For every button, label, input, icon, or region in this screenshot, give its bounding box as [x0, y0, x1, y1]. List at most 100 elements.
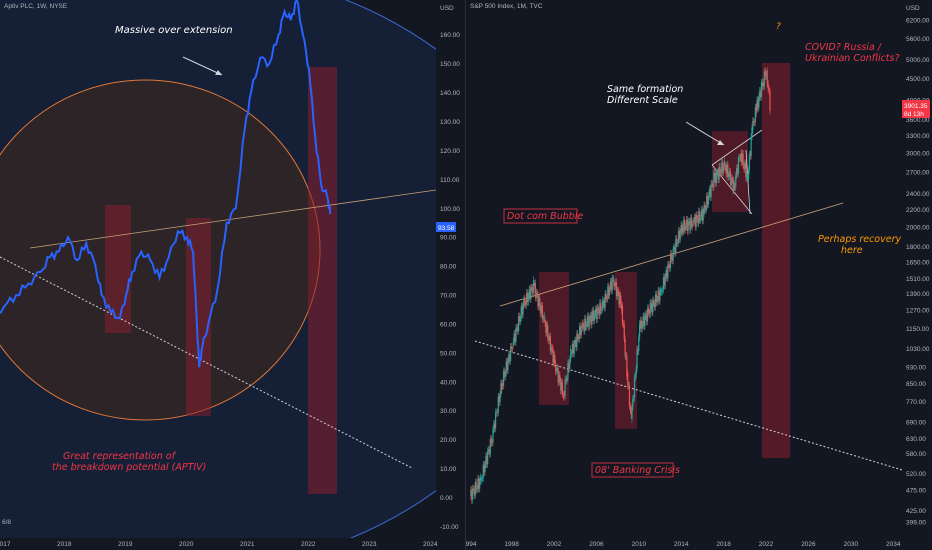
candle-body: [599, 302, 601, 316]
candle-body: [528, 289, 530, 297]
x-tick-label: 2006: [589, 541, 604, 548]
left-price-axis[interactable]: -10.00 0.00 10.00 20.00 30.00 40.00 50.00 60.00…: [440, 32, 460, 531]
candle-body: [562, 394, 564, 398]
aptiv-chart-pane[interactable]: -10.00 0.00 10.00 20.00 30.00 40.00 50.00 60.00…: [0, 0, 466, 550]
candle-body: [642, 316, 644, 325]
formation-line-upper[interactable]: [711, 129, 763, 166]
question-annotation[interactable]: ?: [776, 22, 781, 32]
candle-body: [527, 296, 529, 303]
candle-body: [620, 304, 623, 311]
candle-body: [579, 326, 582, 335]
red-zone-box-2020[interactable]: [186, 218, 211, 416]
spx-chart-pane[interactable]: 399.00 425.00 475.00 520.00 580.00 630.00 690.…: [466, 0, 932, 550]
candle-body: [510, 346, 512, 362]
same-formation-line1[interactable]: Same formation: [607, 84, 683, 95]
candle-body: [626, 355, 628, 377]
candle-body: [645, 314, 647, 317]
candle-body: [707, 196, 709, 205]
recovery-annotation-line2[interactable]: here: [841, 245, 863, 256]
support-trendline-dotted[interactable]: [0, 256, 413, 469]
pane-divider[interactable]: [465, 0, 466, 550]
candle-body: [669, 253, 672, 269]
candle-body: [722, 166, 725, 173]
candle-body: [576, 333, 578, 348]
x-tick-label: 2019: [118, 541, 133, 548]
y-tick-label: 10.00: [440, 466, 457, 473]
left-time-axis[interactable]: 2017 2018 2019 2020 2021 2022 2023 2024: [0, 541, 438, 548]
y-tick-label: 110.00: [440, 177, 460, 184]
y-tick-label: 850.00: [906, 381, 926, 388]
y-tick-label: 399.00: [906, 520, 926, 527]
covid-annotation-line2[interactable]: Ukrainian Conflicts?: [805, 53, 900, 64]
candle-body: [753, 120, 755, 123]
x-tick-label: 2023: [362, 541, 377, 548]
candle-body: [475, 482, 477, 490]
same-formation-line2[interactable]: Different Scale: [607, 95, 678, 106]
candle-body: [601, 309, 603, 311]
candle-body: [716, 172, 718, 174]
candle-body: [703, 205, 705, 214]
candle-body: [753, 122, 756, 123]
candle-body: [652, 300, 654, 313]
aptiv-price-tag-bg: [436, 222, 456, 232]
candle-body: [529, 289, 531, 299]
red-zone-box-2008[interactable]: [615, 272, 637, 429]
candle-body: [546, 325, 548, 333]
candle-body: [501, 383, 503, 390]
candle-body: [750, 136, 752, 156]
candle-body: [544, 320, 546, 324]
candle-body: [714, 172, 717, 184]
covid-annotation-line1[interactable]: COVID? Russia /: [805, 42, 883, 53]
right-price-axis[interactable]: 399.00 425.00 475.00 520.00 580.00 630.00 690.…: [906, 18, 930, 527]
aptiv-symbol-title[interactable]: Aptiv PLC, 1W, NYSE: [4, 3, 68, 10]
red-zone-box-2018[interactable]: [105, 205, 131, 333]
candle-body: [661, 291, 663, 293]
candle-body: [699, 217, 702, 221]
candle-body: [630, 409, 632, 415]
candle-body: [567, 362, 569, 379]
candle-body: [526, 292, 529, 303]
candle-body: [525, 292, 528, 305]
candle-body: [538, 298, 540, 307]
overextension-annotation[interactable]: Massive over extension: [115, 25, 233, 36]
annotation-arrow: [685, 121, 725, 146]
breakdown-annotation-line2[interactable]: the breakdown potential (APTIV): [52, 462, 206, 473]
red-zone-box-dotcom[interactable]: [539, 272, 569, 405]
banking-annotation[interactable]: 08' Banking Crisis: [595, 465, 680, 476]
spx-chart[interactable]: 399.00 425.00 475.00 520.00 580.00 630.00 690.…: [466, 0, 932, 550]
candle-body: [628, 385, 631, 406]
aptiv-chart[interactable]: -10.00 0.00 10.00 20.00 30.00 40.00 50.00 60.00…: [0, 0, 466, 550]
spx-candles[interactable]: [470, 67, 771, 504]
candle-body: [485, 456, 487, 465]
aptiv-price-line[interactable]: [0, 0, 332, 368]
x-tick-label: 2022: [301, 541, 316, 548]
candle-body: [492, 429, 494, 443]
candle-body: [574, 340, 576, 344]
spx-symbol-title[interactable]: S&P 500 Index, 1M, TVC: [470, 3, 543, 10]
candle-body: [717, 172, 719, 180]
spx-price-tag-bg: [902, 100, 930, 118]
candle-body: [521, 306, 523, 315]
candle-body: [500, 383, 502, 395]
dotcom-annotation[interactable]: Dot com Bubble: [507, 211, 583, 222]
candle-body: [766, 70, 768, 84]
annotation-arrow: [182, 56, 223, 76]
recovery-annotation-line1[interactable]: Perhaps recovery: [818, 234, 901, 245]
formation-line-mid[interactable]: [745, 149, 751, 215]
red-zone-box-2022[interactable]: [308, 67, 337, 494]
resistance-trendline[interactable]: [29, 189, 436, 249]
candle-body: [743, 164, 745, 170]
breakdown-annotation-line1[interactable]: Great representation of: [63, 451, 177, 462]
red-zone-box-2022[interactable]: [762, 63, 790, 458]
candle-body: [700, 209, 703, 218]
candle-body: [725, 167, 727, 174]
y-tick-label: 3000.00: [906, 150, 930, 157]
candle-body: [650, 303, 652, 309]
candle-body: [472, 488, 475, 490]
candle-body: [543, 315, 545, 319]
candle-body: [648, 312, 650, 315]
candle-body: [733, 180, 735, 191]
right-time-axis[interactable]: 1994 1998 2002 2006 2010 2014 2018 2022 2026 2030…: [466, 541, 901, 548]
candle-body: [476, 488, 478, 490]
candle-body: [586, 324, 588, 327]
